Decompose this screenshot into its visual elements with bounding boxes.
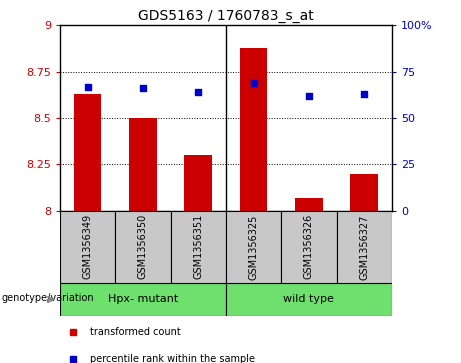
Text: Hpx- mutant: Hpx- mutant: [108, 294, 178, 305]
Bar: [350, 174, 378, 211]
Bar: [226, 211, 281, 283]
Bar: [115, 211, 171, 283]
Point: [250, 80, 257, 86]
Bar: [184, 155, 212, 211]
Bar: [60, 283, 226, 316]
Text: transformed count: transformed count: [90, 327, 181, 337]
Bar: [171, 211, 226, 283]
Text: wild type: wild type: [284, 294, 334, 305]
Point: [195, 89, 202, 95]
Bar: [281, 211, 337, 283]
Bar: [60, 211, 115, 283]
Text: GSM1356349: GSM1356349: [83, 214, 93, 279]
Title: GDS5163 / 1760783_s_at: GDS5163 / 1760783_s_at: [138, 9, 314, 23]
Text: GSM1356325: GSM1356325: [248, 214, 259, 280]
Point: [361, 91, 368, 97]
Bar: [226, 283, 392, 316]
Bar: [295, 197, 323, 211]
Point: [84, 83, 91, 89]
Text: GSM1356326: GSM1356326: [304, 214, 314, 280]
Point: [139, 85, 147, 91]
Text: percentile rank within the sample: percentile rank within the sample: [90, 354, 255, 363]
Text: GSM1356327: GSM1356327: [359, 214, 369, 280]
Bar: [337, 211, 392, 283]
Text: GSM1356350: GSM1356350: [138, 214, 148, 280]
Bar: [240, 48, 267, 211]
Text: genotype/variation: genotype/variation: [1, 293, 94, 303]
Bar: [129, 118, 157, 211]
Bar: [74, 94, 101, 211]
Text: GSM1356351: GSM1356351: [193, 214, 203, 280]
Point: [305, 93, 313, 99]
